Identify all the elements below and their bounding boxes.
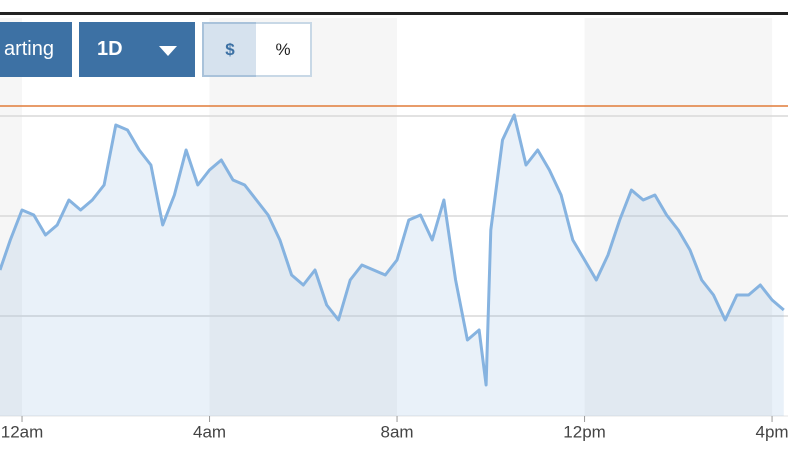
button-label: 1D — [97, 38, 123, 60]
band — [209, 18, 398, 416]
x-tick-label: 4am — [193, 422, 226, 441]
x-tick-label: 4pm — [756, 422, 788, 441]
x-tick-label: 8am — [381, 422, 414, 441]
top-bar — [0, 12, 788, 15]
range-button[interactable]: 1D — [79, 22, 195, 77]
percent-button[interactable]: % — [256, 22, 312, 77]
dollar-button[interactable]: $ — [202, 22, 258, 77]
area — [0, 115, 784, 416]
dropdown-arrow — [159, 46, 177, 56]
x-tick-label: 12am — [1, 422, 44, 441]
button-label: % — [275, 39, 291, 59]
band — [584, 18, 773, 416]
button-label: arting — [3, 38, 54, 60]
button-label: $ — [225, 39, 235, 59]
x-tick-label: 12pm — [563, 422, 606, 441]
charting-button[interactable]: arting — [0, 22, 72, 77]
price-line — [0, 113, 785, 387]
